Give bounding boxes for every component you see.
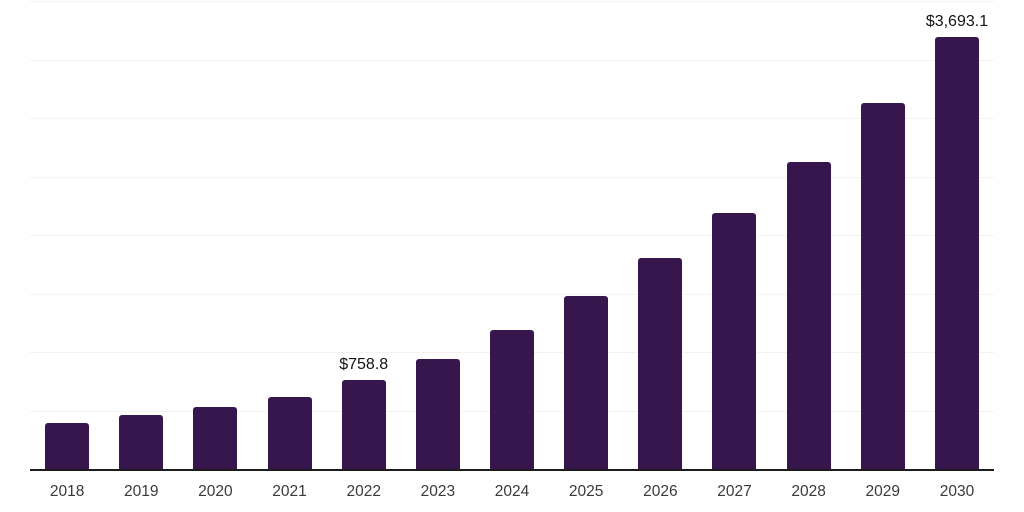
- plot-area: $758.8 $3,693.1: [30, 1, 994, 469]
- x-tick-2027: 2027: [717, 483, 752, 500]
- gridline: [30, 235, 994, 236]
- bar-slot-2019: [104, 1, 178, 469]
- bar-series: $758.8 $3,693.1: [30, 1, 994, 469]
- x-tick-2018: 2018: [49, 483, 85, 500]
- bar-2027: [712, 212, 757, 469]
- gridline: [30, 176, 994, 178]
- x-tick-2026: 2026: [643, 483, 678, 500]
- gridline: [30, 59, 994, 61]
- bar-2020: [193, 407, 238, 469]
- bar-slot-2025: [549, 1, 623, 469]
- x-axis-line: [30, 469, 994, 471]
- bar-2024: [490, 330, 535, 469]
- bar-2026: [638, 258, 683, 469]
- bar-slot-2028: [772, 1, 846, 469]
- bar-slot-2026: [623, 1, 697, 469]
- bar-slot-2029: [846, 1, 920, 469]
- x-tick-2023: 2023: [420, 483, 456, 500]
- value-label-2022: $758.8: [339, 356, 389, 374]
- x-tick-2021: 2021: [272, 483, 307, 500]
- bar-slot-2018: [30, 1, 104, 469]
- bar-slot-2023: [401, 1, 475, 469]
- gridline: [30, 293, 994, 295]
- bar-slot-2022: $758.8: [327, 1, 401, 469]
- x-tick-2019: 2019: [123, 483, 159, 500]
- bar-2023: [415, 359, 460, 469]
- gridline: [30, 1, 994, 2]
- bar-slot-2024: [475, 1, 549, 469]
- bar-2029: [860, 102, 905, 469]
- x-tick-2030: 2030: [939, 483, 975, 500]
- x-tick-2028: 2028: [791, 483, 826, 500]
- x-axis-tick-labels: 2018 2019 2020 2021 2022 2023 2024 2025 2026 2027…: [30, 480, 994, 504]
- bar-2025: [564, 296, 609, 469]
- bar-2018: [45, 422, 90, 469]
- bar-2022: [341, 380, 386, 469]
- x-tick-2029: 2029: [865, 483, 901, 500]
- bar-2030: [934, 36, 979, 469]
- bar-2028: [786, 162, 831, 469]
- x-tick-2025: 2025: [568, 483, 604, 500]
- bar-slot-2030: $3,693.1: [920, 1, 994, 469]
- x-tick-2024: 2024: [494, 483, 530, 500]
- value-label-2030: $3,693.1: [925, 12, 989, 30]
- x-tick-2020: 2020: [198, 483, 233, 500]
- bar-slot-2020: [178, 1, 252, 469]
- bar-2019: [119, 415, 164, 469]
- gridline: [30, 118, 994, 119]
- bar-slot-2021: [252, 1, 326, 469]
- x-tick-2022: 2022: [346, 483, 381, 500]
- bar-2021: [267, 397, 312, 469]
- bar-slot-2027: [697, 1, 771, 469]
